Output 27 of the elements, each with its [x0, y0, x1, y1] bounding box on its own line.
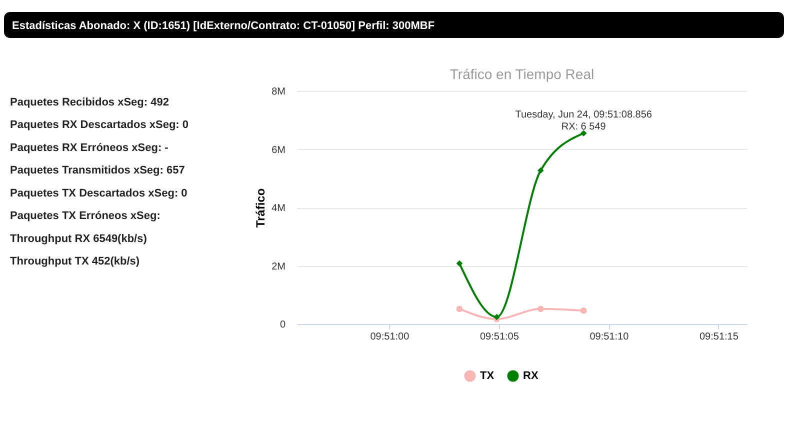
annotation: Tuesday, Jun 24, 09:51:08.856 RX: 6 549 [515, 109, 652, 132]
y-tick-label: 8M [272, 86, 286, 98]
text: Paquetes Transmitidos xSeg: 657 [10, 164, 185, 177]
text: Paquetes TX Erróneos xSeg: [10, 210, 160, 222]
text: Throughput RX 6549(kb/s) [10, 232, 148, 245]
y-tick-label: 2M [272, 261, 286, 272]
x-tick-label: 09:51:15 [699, 332, 739, 342]
y-tick-label: 6M [272, 144, 286, 156]
y-tick-label: 4M [272, 203, 286, 214]
text: Paquetes RX Descartados xSeg: 0 [10, 119, 189, 132]
y-axis-title: Tráfico [254, 188, 268, 228]
y-tick-label: 0 [280, 320, 286, 330]
legend-label: TX [480, 370, 495, 382]
point [580, 307, 587, 314]
text: Estadísticas Abonado: X (ID:1651) [IdExterno/Contrato: CT-01050] Perfil: 300MBF [12, 20, 435, 32]
point [580, 130, 587, 136]
text: Paquetes RX Erróneos xSeg: - [10, 142, 169, 154]
x-tick-label: 09:51:00 [370, 332, 410, 342]
text: Paquetes TX Descartados xSeg: 0 [10, 187, 188, 200]
chart-title: Tráfico en Tiempo Real [450, 66, 594, 82]
legend-label: RX [523, 370, 539, 382]
text: Throughput TX 452(kb/s) [10, 256, 140, 268]
point [537, 167, 544, 174]
x-tick-label: 09:51:10 [590, 332, 630, 342]
x-tick-label: 09:51:05 [480, 332, 520, 342]
point [537, 306, 544, 312]
text: Paquetes Recibidos xSeg: 492 [10, 96, 169, 108]
